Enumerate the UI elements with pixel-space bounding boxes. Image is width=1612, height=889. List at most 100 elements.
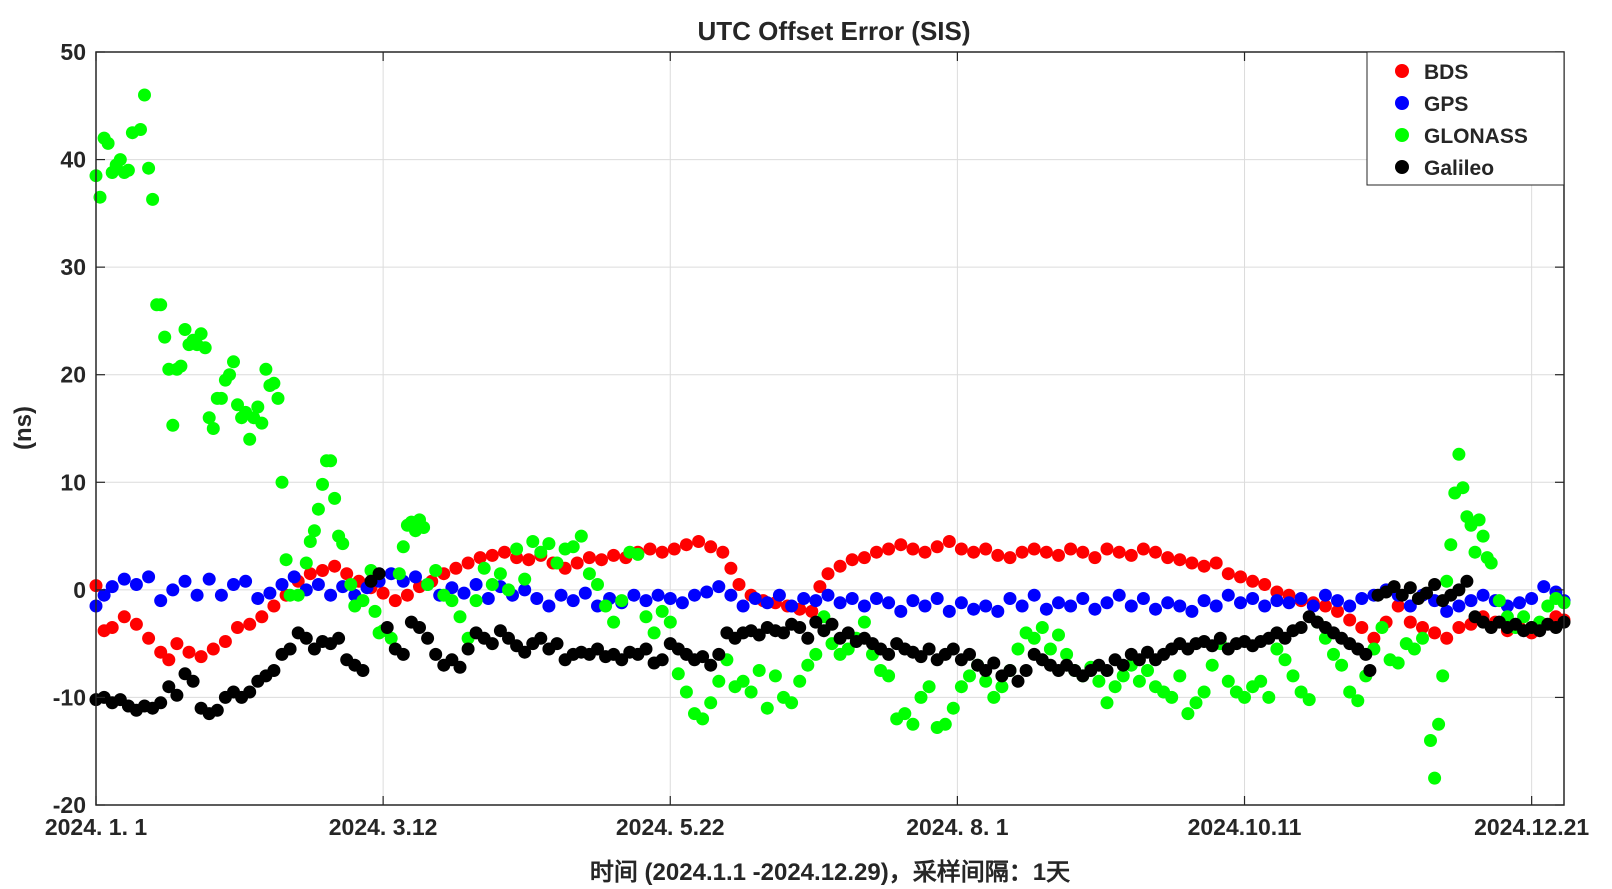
bds-point	[991, 548, 1005, 562]
galileo-point	[461, 642, 475, 656]
glonass-point	[396, 540, 410, 554]
glonass-point	[1416, 631, 1429, 645]
galileo-point	[186, 674, 200, 688]
bds-point	[1452, 621, 1466, 634]
glonass-point	[368, 604, 382, 618]
gps-point	[166, 583, 180, 597]
glonass-point	[392, 567, 406, 581]
gps-point	[1149, 602, 1162, 616]
gps-point	[809, 594, 823, 608]
glonass-point	[1468, 545, 1482, 559]
gps-point	[578, 586, 592, 600]
glonass-point	[655, 604, 669, 618]
glonass-point	[1452, 447, 1466, 461]
glonass-point	[134, 123, 147, 136]
bds-point	[1027, 542, 1041, 556]
legend-marker-galileo	[1395, 160, 1409, 174]
gps-point	[1064, 599, 1078, 613]
y-tick-label: 40	[60, 147, 86, 173]
bds-point	[267, 599, 281, 613]
glonass-point	[328, 491, 342, 505]
glonass-point	[631, 547, 645, 561]
gps-point	[639, 594, 653, 608]
glonass-point	[768, 669, 782, 683]
bds-point	[388, 594, 402, 608]
gps-point	[724, 588, 738, 602]
bds-point	[449, 561, 463, 575]
galileo-point	[534, 631, 548, 645]
glonass-point	[1428, 771, 1442, 785]
galileo-point	[1132, 653, 1146, 667]
glonass-point	[291, 588, 305, 602]
gps-point	[736, 599, 750, 613]
glonass-point	[1351, 694, 1365, 708]
glonass-point	[231, 398, 244, 412]
galileo-point	[421, 631, 435, 645]
gps-point	[942, 604, 956, 618]
bds-point	[1221, 567, 1235, 581]
glonass-point	[1181, 707, 1195, 721]
legend-marker-glonass	[1395, 128, 1409, 142]
galileo-point	[485, 637, 499, 651]
galileo-point	[1420, 586, 1433, 600]
galileo-point	[413, 621, 426, 634]
data-points	[89, 88, 1571, 785]
glonass-point	[311, 502, 325, 516]
bds-point	[979, 542, 993, 556]
gps-point	[117, 572, 131, 586]
glonass-point	[271, 391, 285, 405]
bds-point	[1039, 545, 1053, 559]
x-tick-label: 2024. 1. 1	[45, 814, 148, 840]
gps-point	[1185, 604, 1199, 618]
galileo-point	[170, 688, 184, 702]
gps-point	[663, 592, 677, 605]
galileo-point	[493, 624, 507, 638]
galileo-point	[429, 647, 443, 661]
galileo-point	[372, 567, 386, 581]
glonass-point	[206, 422, 220, 435]
bds-point	[218, 635, 232, 648]
legend: BDS GPS GLONASS Galileo	[1366, 51, 1565, 186]
galileo-point	[243, 685, 257, 699]
bds-point	[243, 617, 257, 631]
bds-point	[303, 567, 317, 581]
glonass-point	[1060, 647, 1074, 661]
glonass-point	[857, 615, 871, 629]
glonass-point	[1391, 656, 1405, 670]
glonass-point	[101, 136, 115, 150]
glonass-point	[1197, 685, 1211, 699]
gps-point	[1452, 599, 1466, 613]
galileo-point	[162, 680, 176, 694]
glonass-point	[599, 599, 613, 613]
gps-point	[129, 578, 143, 591]
glonass-point	[316, 477, 329, 491]
glonass-point	[979, 674, 993, 688]
glonass-point	[255, 416, 269, 430]
bds-point	[1234, 570, 1247, 584]
gps-point	[1513, 596, 1526, 610]
glonass-point	[1456, 481, 1470, 495]
galileo-point	[154, 696, 168, 710]
glonass-point	[1335, 658, 1349, 672]
gps-point	[311, 578, 325, 591]
bds-point	[1173, 553, 1187, 567]
galileo-point	[210, 703, 224, 717]
glonass-point	[194, 327, 208, 341]
gps-point	[1306, 599, 1320, 613]
bds-point	[845, 553, 859, 567]
glonass-point	[639, 610, 653, 624]
gps-point	[469, 578, 483, 591]
gps-point	[481, 592, 495, 605]
bds-point	[328, 559, 342, 573]
y-tick-label: 0	[73, 577, 86, 603]
legend-label-glonass: GLONASS	[1424, 125, 1528, 148]
gps-point	[251, 592, 265, 605]
bds-point	[1403, 615, 1417, 629]
glonass-point	[251, 400, 265, 414]
glonass-point	[198, 341, 212, 355]
bds-point	[833, 559, 847, 573]
bds-point	[607, 548, 621, 562]
glonass-point	[469, 594, 483, 608]
bds-point	[570, 556, 584, 570]
